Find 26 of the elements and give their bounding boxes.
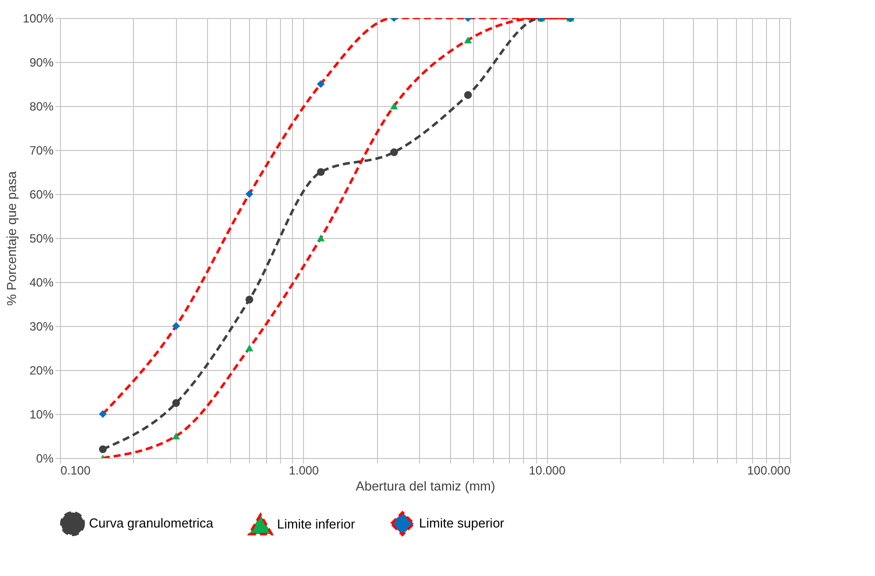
point [464,91,472,99]
legend-label: Limite inferior [277,516,356,532]
y-tick-label: 20% [29,364,54,378]
point [316,168,325,176]
x-tick-label: 100.000 [747,464,791,478]
y-tick-label: 50% [29,232,54,246]
point [390,148,398,156]
y-tick-label: 0% [36,452,54,466]
y-tick-label: 80% [29,100,54,114]
point [245,296,254,304]
x-tick-label: 1.000 [288,464,320,478]
y-axis-title: % Porcentaje que pasa [4,170,19,306]
y-tick-label: 10% [29,408,54,422]
y-tick-label: 40% [29,276,54,290]
y-tick-label: 30% [29,320,54,334]
point [98,445,107,454]
y-tick-label: 100% [22,12,54,26]
y-tick-label: 90% [29,56,54,70]
y-tick-label: 70% [29,144,54,158]
x-tick-label: 10.000 [528,464,566,478]
x-axis-title: Abertura del tamiz (mm) [356,478,496,494]
y-tick-label: 60% [29,188,54,202]
legend-label: Limite superior [419,516,505,531]
x-tick-label: 0.100 [60,464,91,478]
legend-label: Curva granulometrica [89,516,214,531]
point [172,399,180,407]
